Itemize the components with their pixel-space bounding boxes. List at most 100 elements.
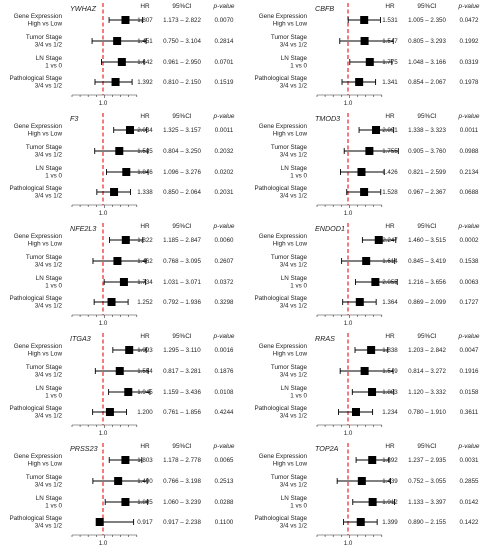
- gene-name: ITGA3: [70, 334, 91, 343]
- hr-value: 1.912: [382, 499, 398, 506]
- p-value: 0.0688: [460, 189, 479, 196]
- ci-value: 0.805 – 3.293: [408, 38, 446, 45]
- row-label-sub: 3/4 vs 1/2: [35, 303, 63, 310]
- hr-value: 1.549: [382, 368, 398, 375]
- row-label-sub: 1 vs 0: [45, 283, 62, 290]
- hr-marker: [371, 278, 380, 286]
- row-label-sub: 1 vs 0: [45, 63, 62, 70]
- forest-panel-tmod3: TMOD3 HR 95%CI p-value 1.0 Gene ExpressionHig…: [254, 113, 480, 217]
- row-label-sub: 1 vs 0: [45, 503, 62, 510]
- header-p-value: p-value: [458, 113, 480, 120]
- header-hr: HR: [140, 3, 150, 10]
- hr-value: 1.490: [137, 478, 153, 485]
- x-axis-label-ref: 1.0: [99, 430, 108, 437]
- p-value: 0.1519: [215, 79, 234, 86]
- row-label-title: Tumor Stage: [26, 364, 63, 371]
- row-label-title: Gene Expression: [14, 453, 63, 460]
- hr-marker: [355, 78, 364, 86]
- row-label-sub: High vs Low: [28, 351, 63, 358]
- p-value: 0.0288: [215, 499, 234, 506]
- row-label-sub: 1 vs 0: [290, 503, 307, 510]
- header-ci: 95%CI: [172, 113, 191, 120]
- header-ci: 95%CI: [417, 443, 436, 450]
- ci-value: 0.917 – 2.238: [163, 519, 201, 526]
- p-value: 0.1978: [460, 79, 479, 86]
- ci-value: 1.295 – 3.110: [163, 347, 201, 354]
- row-label-sub: 3/4 vs 1/2: [280, 372, 308, 379]
- p-value: 0.2032: [215, 148, 234, 155]
- ci-value: 0.780 – 1.910: [408, 409, 446, 416]
- row-label-sub: 3/4 vs 1/2: [35, 83, 63, 90]
- hr-marker: [125, 126, 134, 134]
- row-label-title: Gene Expression: [259, 343, 308, 350]
- hr-marker: [362, 257, 371, 265]
- hr-value: 1.945: [137, 389, 153, 396]
- row-label-sub: 1 vs 0: [290, 63, 307, 70]
- row-label-title: Pathological Stage: [9, 75, 62, 82]
- p-value: 0.0047: [460, 347, 479, 354]
- p-value: 0.1538: [460, 258, 479, 265]
- hr-marker: [360, 188, 369, 196]
- row-label-title: Gene Expression: [14, 233, 63, 240]
- row-label-title: Tumor Stage: [26, 474, 63, 481]
- x-axis-label-ref: 1.0: [99, 210, 108, 217]
- ci-value: 0.752 – 3.055: [408, 478, 446, 485]
- row-label-sub: 3/4 vs 1/2: [35, 482, 63, 489]
- x-axis-label-ref: 1.0: [99, 100, 108, 107]
- ci-value: 1.237 – 2.935: [408, 457, 446, 464]
- hr-marker: [114, 477, 123, 485]
- x-axis-label-ref: 1.0: [99, 320, 108, 327]
- ci-value: 1.338 – 3.323: [408, 127, 446, 134]
- p-value: 0.0002: [460, 237, 479, 244]
- hr-marker: [357, 477, 366, 485]
- p-value: 0.2513: [215, 478, 234, 485]
- row-label-title: Pathological Stage: [9, 405, 62, 412]
- header-ci: 95%CI: [172, 223, 191, 230]
- hr-marker: [121, 16, 130, 24]
- hr-value: 1.755: [382, 148, 398, 155]
- header-ci: 95%CI: [417, 113, 436, 120]
- row-label-sub: High vs Low: [273, 131, 308, 138]
- hr-value: 1.846: [137, 169, 153, 176]
- ci-value: 1.173 – 2.822: [163, 17, 201, 24]
- row-label-title: Pathological Stage: [254, 185, 307, 192]
- row-label-title: Pathological Stage: [254, 295, 307, 302]
- row-label-sub: 3/4 vs 1/2: [280, 482, 308, 489]
- row-label-sub: 1 vs 0: [45, 173, 62, 180]
- p-value: 0.0142: [460, 499, 479, 506]
- p-value: 0.1916: [460, 368, 479, 375]
- gene-name: PRSS23: [70, 444, 98, 453]
- hr-value: 1.807: [137, 17, 153, 24]
- row-label-sub: 3/4 vs 1/2: [35, 372, 63, 379]
- header-p-value: p-value: [213, 113, 235, 120]
- p-value: 0.0070: [215, 17, 234, 24]
- row-label-sub: 3/4 vs 1/2: [280, 193, 308, 200]
- hr-value: 1.200: [137, 409, 153, 416]
- hr-marker: [360, 37, 369, 45]
- hr-value: 2.091: [382, 127, 398, 134]
- row-label-sub: High vs Low: [273, 21, 308, 28]
- row-label-title: LN Stage: [281, 165, 308, 172]
- ci-value: 0.750 – 3.104: [163, 38, 201, 45]
- ci-value: 0.961 – 2.950: [163, 59, 201, 66]
- x-axis-label-ref: 1.0: [99, 540, 108, 547]
- ci-value: 1.185 – 2.847: [163, 237, 201, 244]
- hr-marker: [110, 188, 119, 196]
- forest-panel-top2a: TOP2A HR 95%CI p-value 1.0 Gene ExpressionHig…: [254, 443, 480, 547]
- hr-value: 1.399: [382, 519, 398, 526]
- row-label-sub: 1 vs 0: [290, 393, 307, 400]
- hr-marker: [365, 147, 374, 155]
- p-value: 0.0031: [460, 457, 479, 464]
- hr-marker: [356, 518, 365, 526]
- ci-value: 0.967 – 2.367: [408, 189, 446, 196]
- header-ci: 95%CI: [417, 333, 436, 340]
- ci-value: 0.817 – 3.281: [163, 368, 201, 375]
- hr-marker: [105, 408, 114, 416]
- hr-value: 1.993: [137, 347, 153, 354]
- hr-value: 1.535: [137, 148, 153, 155]
- gene-name: TOP2A: [315, 444, 339, 453]
- header-ci: 95%CI: [417, 3, 436, 10]
- hr-marker: [124, 388, 133, 396]
- row-label-sub: High vs Low: [28, 131, 63, 138]
- header-p-value: p-value: [213, 223, 235, 230]
